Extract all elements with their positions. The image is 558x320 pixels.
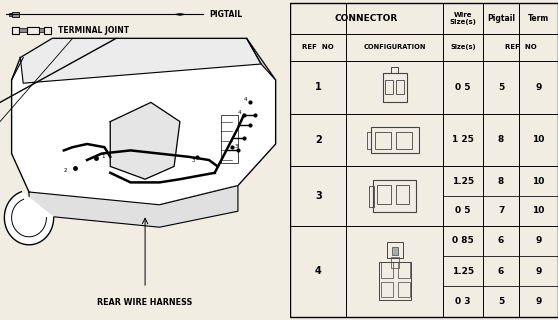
- Bar: [39, 28, 44, 32]
- Text: 6: 6: [498, 236, 504, 245]
- Text: 4: 4: [315, 266, 321, 276]
- Bar: [378, 262, 411, 300]
- Text: 1: 1: [315, 82, 321, 92]
- Text: 4: 4: [238, 109, 242, 115]
- Text: 3: 3: [235, 144, 238, 149]
- Text: CONFIGURATION: CONFIGURATION: [363, 44, 426, 50]
- Bar: [220, 115, 238, 163]
- Bar: [383, 73, 407, 101]
- Text: Term: Term: [528, 14, 549, 23]
- Bar: [387, 243, 403, 259]
- Text: 9: 9: [535, 297, 542, 306]
- Text: 1 25: 1 25: [452, 135, 474, 145]
- Text: 0 5: 0 5: [455, 83, 470, 92]
- Text: 10: 10: [532, 177, 545, 186]
- Polygon shape: [29, 186, 238, 227]
- Bar: [12, 12, 19, 17]
- Text: REF  NO: REF NO: [302, 44, 334, 50]
- Bar: [9, 13, 12, 16]
- Text: 1.25: 1.25: [452, 177, 474, 186]
- Text: 9: 9: [535, 267, 542, 276]
- Text: 8: 8: [498, 177, 504, 186]
- Text: 1: 1: [102, 154, 105, 159]
- Bar: [44, 27, 51, 34]
- Polygon shape: [20, 38, 261, 83]
- Bar: [397, 262, 410, 277]
- Text: 6: 6: [498, 267, 504, 276]
- Text: 5: 5: [498, 83, 504, 92]
- Polygon shape: [4, 192, 54, 245]
- Text: 4: 4: [244, 97, 247, 102]
- Text: 5: 5: [498, 297, 504, 306]
- Bar: [397, 282, 410, 298]
- Bar: [391, 257, 398, 268]
- Bar: [19, 28, 27, 32]
- Text: 0 85: 0 85: [452, 236, 474, 245]
- Bar: [27, 27, 39, 34]
- Bar: [377, 185, 391, 204]
- Text: TERMINAL JOINT: TERMINAL JOINT: [58, 26, 129, 35]
- Text: 2: 2: [315, 135, 321, 145]
- Bar: [374, 132, 391, 148]
- Text: 0 3: 0 3: [455, 297, 470, 306]
- Bar: [369, 186, 374, 207]
- Bar: [392, 247, 398, 255]
- Text: 0 5: 0 5: [455, 206, 470, 215]
- Bar: [391, 67, 398, 73]
- Text: 3: 3: [191, 157, 195, 163]
- Text: REAR WIRE HARNESS: REAR WIRE HARNESS: [98, 298, 193, 307]
- Text: 3: 3: [315, 191, 321, 201]
- Text: Pigtail: Pigtail: [487, 14, 515, 23]
- Text: 7: 7: [498, 206, 504, 215]
- Bar: [367, 132, 371, 148]
- Text: Size(s): Size(s): [450, 44, 476, 50]
- Text: CONNECTOR: CONNECTOR: [335, 14, 398, 23]
- Text: 9: 9: [535, 83, 542, 92]
- Polygon shape: [174, 13, 186, 15]
- Text: PIGTAIL: PIGTAIL: [209, 10, 242, 19]
- Bar: [373, 180, 416, 212]
- Text: REF  NO: REF NO: [504, 44, 536, 50]
- Bar: [371, 127, 418, 153]
- Bar: [381, 262, 393, 277]
- Polygon shape: [12, 38, 276, 211]
- Bar: [396, 132, 412, 148]
- Text: 8: 8: [498, 135, 504, 145]
- Bar: [381, 282, 393, 298]
- Text: Wire
Size(s): Wire Size(s): [450, 12, 477, 25]
- Bar: [385, 80, 393, 94]
- Text: 10: 10: [532, 135, 545, 145]
- Polygon shape: [247, 38, 276, 80]
- Bar: [396, 185, 410, 204]
- Bar: [12, 27, 19, 34]
- Bar: [396, 80, 404, 94]
- Text: 1.25: 1.25: [452, 267, 474, 276]
- Text: 9: 9: [535, 236, 542, 245]
- Text: 2: 2: [64, 168, 68, 173]
- Text: 10: 10: [532, 206, 545, 215]
- Polygon shape: [110, 102, 180, 179]
